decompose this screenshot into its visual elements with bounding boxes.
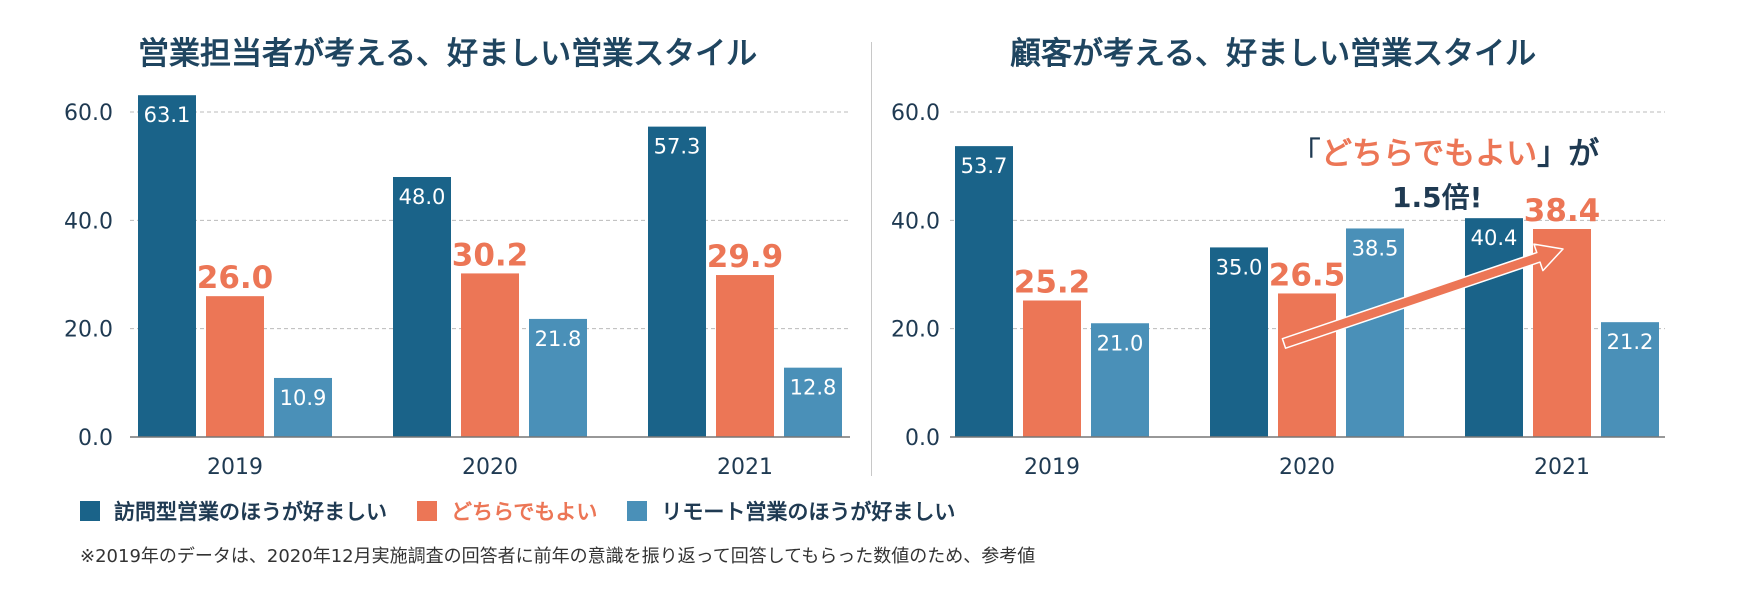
x-tick-label: 2019 (1024, 455, 1080, 480)
data-label-remote: 38.5 (1352, 236, 1399, 260)
annotation-close: 」が (1537, 136, 1600, 172)
data-label-either: 25.2 (1014, 265, 1091, 301)
legend-swatch-remote (627, 501, 648, 521)
bar-either-2021 (716, 275, 774, 437)
trend-arrow (1281, 243, 1564, 349)
legend-label-either: どちらでもよい (451, 500, 598, 524)
bar-remote-2021 (1601, 322, 1659, 437)
annotation-open-bracket: 「 (1290, 136, 1321, 172)
legend-item-remote: リモート営業のほうが好ましい (627, 496, 955, 526)
bar-either-2020 (1278, 293, 1336, 437)
data-label-remote: 21.2 (1607, 330, 1654, 354)
annotation-headline: 「どちらでもよい」が (1290, 128, 1599, 173)
x-tick-label: 2021 (717, 455, 773, 480)
legend-swatch-visit (80, 501, 100, 521)
data-label-either: 26.0 (197, 260, 274, 296)
data-label-visit: 48.0 (399, 185, 446, 209)
y-tick-label: 60.0 (64, 101, 113, 126)
y-tick-label: 20.0 (891, 318, 940, 343)
data-label-visit: 53.7 (961, 154, 1008, 178)
data-label-visit: 35.0 (1216, 255, 1263, 279)
data-label-remote: 21.0 (1097, 331, 1144, 355)
bar-visit-2019 (138, 95, 196, 437)
bar-visit-2021 (1465, 218, 1523, 437)
y-tick-label: 0.0 (905, 426, 940, 451)
data-label-either: 29.9 (707, 239, 784, 275)
legend: 訪問型営業のほうが好ましい どちらでもよい リモート営業のほうが好ましい (80, 496, 985, 526)
legend-swatch-either (417, 501, 437, 521)
data-label-remote: 10.9 (280, 386, 327, 410)
bar-visit-2021 (648, 126, 706, 437)
bar-remote-2020 (1346, 228, 1404, 437)
bar-visit-2020 (393, 177, 451, 437)
chart-title-sales: 営業担当者が考える、好ましい営業スタイル (138, 36, 758, 72)
data-label-either: 38.4 (1524, 193, 1601, 229)
x-tick-label: 2020 (462, 455, 518, 480)
legend-label-visit: 訪問型営業のほうが好ましい (114, 500, 387, 524)
chart-divider (871, 42, 872, 476)
bar-either-2020 (461, 273, 519, 437)
data-label-remote: 12.8 (790, 376, 837, 400)
annotation-ratio: 1.5倍! (1392, 181, 1483, 214)
data-label-remote: 21.8 (535, 327, 582, 351)
bar-either-2019 (206, 296, 264, 437)
bar-remote-2020 (529, 318, 587, 437)
bar-either-2019 (1023, 300, 1081, 437)
x-tick-label: 2021 (1534, 455, 1590, 480)
x-tick-label: 2020 (1279, 455, 1335, 480)
legend-label-remote: リモート営業のほうが好ましい (661, 500, 956, 524)
annotation-highlight: どちらでもよい (1321, 136, 1538, 172)
bar-visit-2019 (955, 146, 1013, 437)
footnote: ※2019年のデータは、2020年12月実施調査の回答者に前年の意識を振り返って… (80, 546, 1036, 567)
data-label-either: 26.5 (1269, 257, 1346, 293)
legend-item-visit: 訪問型営業のほうが好ましい (80, 496, 387, 526)
legend-item-either: どちらでもよい (417, 496, 597, 526)
bar-remote-2019 (274, 377, 332, 437)
y-tick-label: 20.0 (64, 318, 113, 343)
x-tick-label: 2019 (207, 455, 263, 480)
y-tick-label: 60.0 (891, 101, 940, 126)
y-tick-label: 0.0 (78, 426, 113, 451)
data-label-visit: 40.4 (1471, 226, 1518, 250)
bar-remote-2021 (784, 367, 842, 437)
data-label-visit: 63.1 (144, 103, 191, 127)
bar-visit-2020 (1210, 247, 1268, 437)
chart-title-customer: 顧客が考える、好ましい営業スタイル (1010, 36, 1537, 72)
bar-remote-2019 (1091, 323, 1149, 437)
data-label-visit: 57.3 (654, 135, 701, 159)
y-tick-label: 40.0 (891, 209, 940, 234)
data-label-either: 30.2 (452, 237, 529, 273)
y-tick-label: 40.0 (64, 209, 113, 234)
